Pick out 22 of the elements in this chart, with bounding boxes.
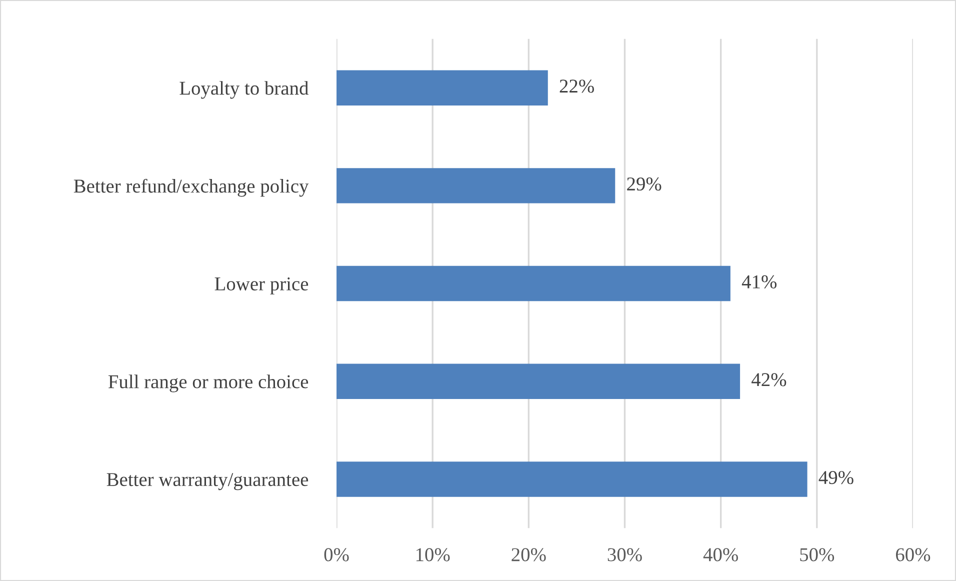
bar (336, 462, 808, 497)
y-tick-label: Lower price (214, 277, 308, 294)
x-tick-label: 30% (608, 548, 642, 562)
y-tick-label: Better warranty/guarantee (106, 473, 308, 490)
y-tick-label: Better refund/exchange policy (74, 178, 309, 197)
bar (336, 266, 730, 302)
data-label: 42% (752, 373, 786, 386)
bar (336, 168, 616, 204)
x-tick-label: 40% (703, 548, 738, 562)
y-tick-label: Loyalty to brand (180, 81, 308, 99)
data-label: 29% (627, 177, 662, 191)
bar (336, 70, 548, 106)
x-tick-label: 60% (896, 548, 930, 562)
data-label: 22% (560, 80, 594, 93)
data-label: 41% (742, 275, 777, 288)
x-tick-label: 50% (800, 548, 834, 562)
y-tick-label: Full range or more choice (108, 374, 308, 392)
bar (336, 364, 740, 399)
x-tick-label: 10% (416, 548, 450, 562)
x-tick-label: 20% (512, 548, 546, 562)
data-label: 49% (818, 470, 854, 484)
x-tick-label: 0% (324, 548, 349, 562)
